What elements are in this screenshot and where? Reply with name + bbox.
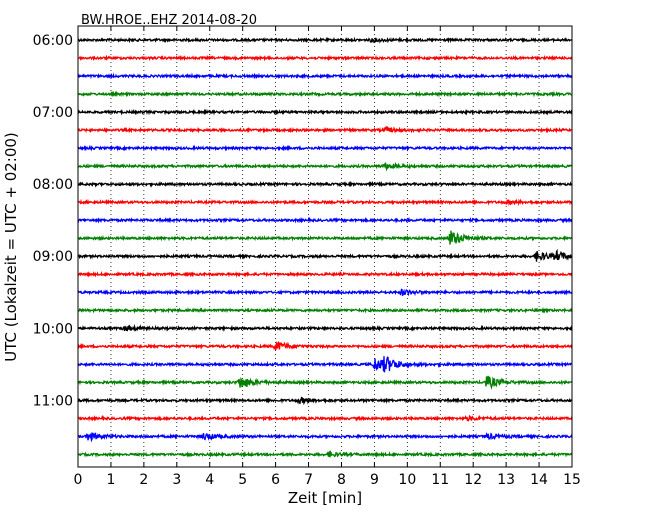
chart-title: BW.HROE..EHZ 2014-08-20 — [81, 13, 257, 28]
x-tick-label: 3 — [172, 472, 181, 488]
x-tick-label: 0 — [74, 472, 83, 488]
trace-line — [77, 356, 573, 373]
x-tick-label: 12 — [464, 472, 482, 488]
trace-line — [77, 36, 573, 44]
x-axis-label: Zeit [min] — [288, 489, 362, 507]
y-axis-label: UTC (Lokalzeit = UTC + 02:00) — [2, 132, 20, 362]
plot-frame — [77, 25, 573, 468]
trace-line — [77, 288, 573, 297]
trace-line — [77, 230, 573, 245]
trace-line — [77, 180, 573, 188]
trace-line — [77, 414, 573, 422]
trace-line — [77, 323, 573, 332]
trace-line — [77, 375, 573, 390]
trace-line — [77, 108, 573, 116]
y-tick-label: 07:00 — [33, 105, 73, 121]
x-tick-label: 8 — [337, 472, 346, 488]
trace-line — [77, 144, 573, 152]
x-tick-label: 4 — [205, 472, 214, 488]
x-tick-label: 14 — [530, 472, 548, 488]
trace-line — [77, 54, 573, 62]
trace-line — [77, 396, 573, 405]
x-tick-label: 7 — [304, 472, 313, 488]
x-tick-label: 11 — [431, 472, 449, 488]
y-tick-label: 11:00 — [33, 393, 73, 409]
trace-line — [77, 161, 573, 172]
x-tick-label: 15 — [563, 472, 581, 488]
y-tick-label: 09:00 — [33, 249, 73, 265]
trace-line — [77, 340, 573, 351]
trace-line — [77, 198, 573, 207]
x-axis-ticks: 0 1 2 3 4 5 6 7 8 9 10 11 12 13 14 15 — [74, 26, 581, 488]
y-axis-ticks: 06:00 07:00 08:00 09:00 10:00 11:00 — [33, 33, 572, 409]
x-tick-label: 1 — [106, 472, 115, 488]
x-tick-label: 9 — [370, 472, 379, 488]
y-tick-label: 10:00 — [33, 321, 73, 337]
trace-line — [77, 72, 573, 80]
grid-lines — [110, 26, 540, 467]
trace-group — [77, 36, 573, 459]
x-tick-label: 13 — [497, 472, 515, 488]
x-tick-label: 10 — [398, 472, 416, 488]
trace-line — [77, 306, 573, 314]
x-tick-label: 6 — [271, 472, 280, 488]
y-tick-label: 06:00 — [33, 33, 73, 49]
trace-line — [77, 431, 573, 443]
x-tick-label: 2 — [139, 472, 148, 488]
trace-line — [77, 248, 573, 262]
trace-line — [77, 450, 573, 459]
trace-line — [77, 90, 573, 98]
trace-line — [77, 216, 573, 224]
trace-line — [77, 270, 573, 278]
trace-line — [77, 125, 573, 135]
x-tick-label: 5 — [238, 472, 247, 488]
y-tick-label: 08:00 — [33, 177, 73, 193]
